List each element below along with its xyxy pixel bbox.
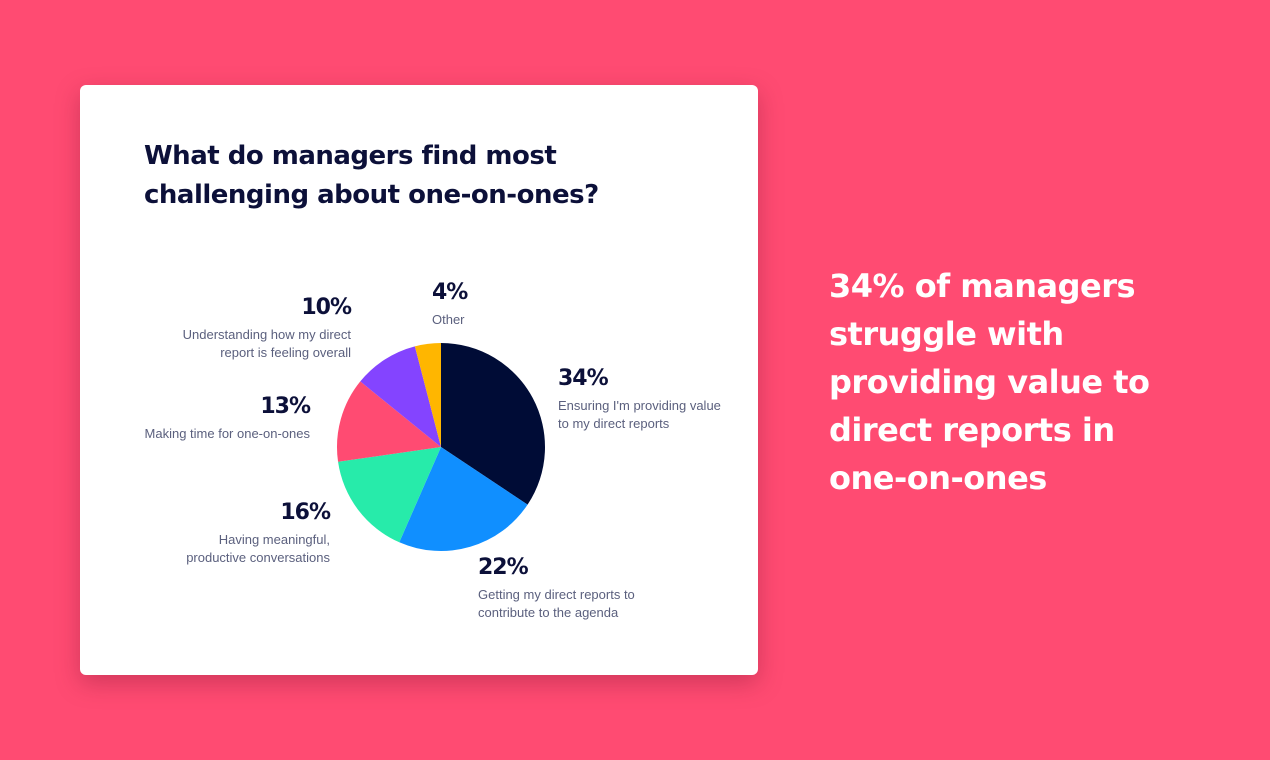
category-label: Ensuring I'm providing value to my direc… <box>558 398 721 431</box>
category-label: Understanding how my direct report is fe… <box>182 327 351 360</box>
pct-label: 22% <box>478 555 529 580</box>
category-label: Making time for one-on-ones <box>144 426 310 441</box>
pct-label: 34% <box>558 366 609 391</box>
chart-card: What do managers find most challenging a… <box>80 85 758 675</box>
slice-label-1: 22% Getting my direct reports to contrib… <box>478 554 658 622</box>
slice-label-0: 34% Ensuring I'm providing value to my d… <box>558 365 728 433</box>
pct-label: 13% <box>260 394 311 419</box>
pct-label: 16% <box>280 500 331 525</box>
pie-slice-4 <box>360 346 441 447</box>
pie-slice-0 <box>441 343 545 505</box>
pct-label: 10% <box>301 295 352 320</box>
slice-label-5: 4% Other <box>432 279 512 329</box>
headline: 34% of managers struggle with providing … <box>829 267 1150 497</box>
slice-label-4: 10% Understanding how my direct report i… <box>165 294 352 362</box>
category-label: Getting my direct reports to contribute … <box>478 587 635 620</box>
category-label: Having meaningful, productive conversati… <box>186 532 330 565</box>
pie-slice-3 <box>337 381 441 462</box>
slice-label-2: 16% Having meaningful, productive conver… <box>170 499 331 567</box>
category-label: Other <box>432 312 465 327</box>
pie-slice-2 <box>338 447 441 543</box>
chart-title: What do managers find most challenging a… <box>144 141 599 210</box>
pie-slice-1 <box>399 447 528 551</box>
slice-label-3: 13% Making time for one-on-ones <box>120 393 311 443</box>
pie-slice-5 <box>414 343 441 447</box>
pct-label: 4% <box>432 280 468 305</box>
pie-chart <box>337 343 545 551</box>
